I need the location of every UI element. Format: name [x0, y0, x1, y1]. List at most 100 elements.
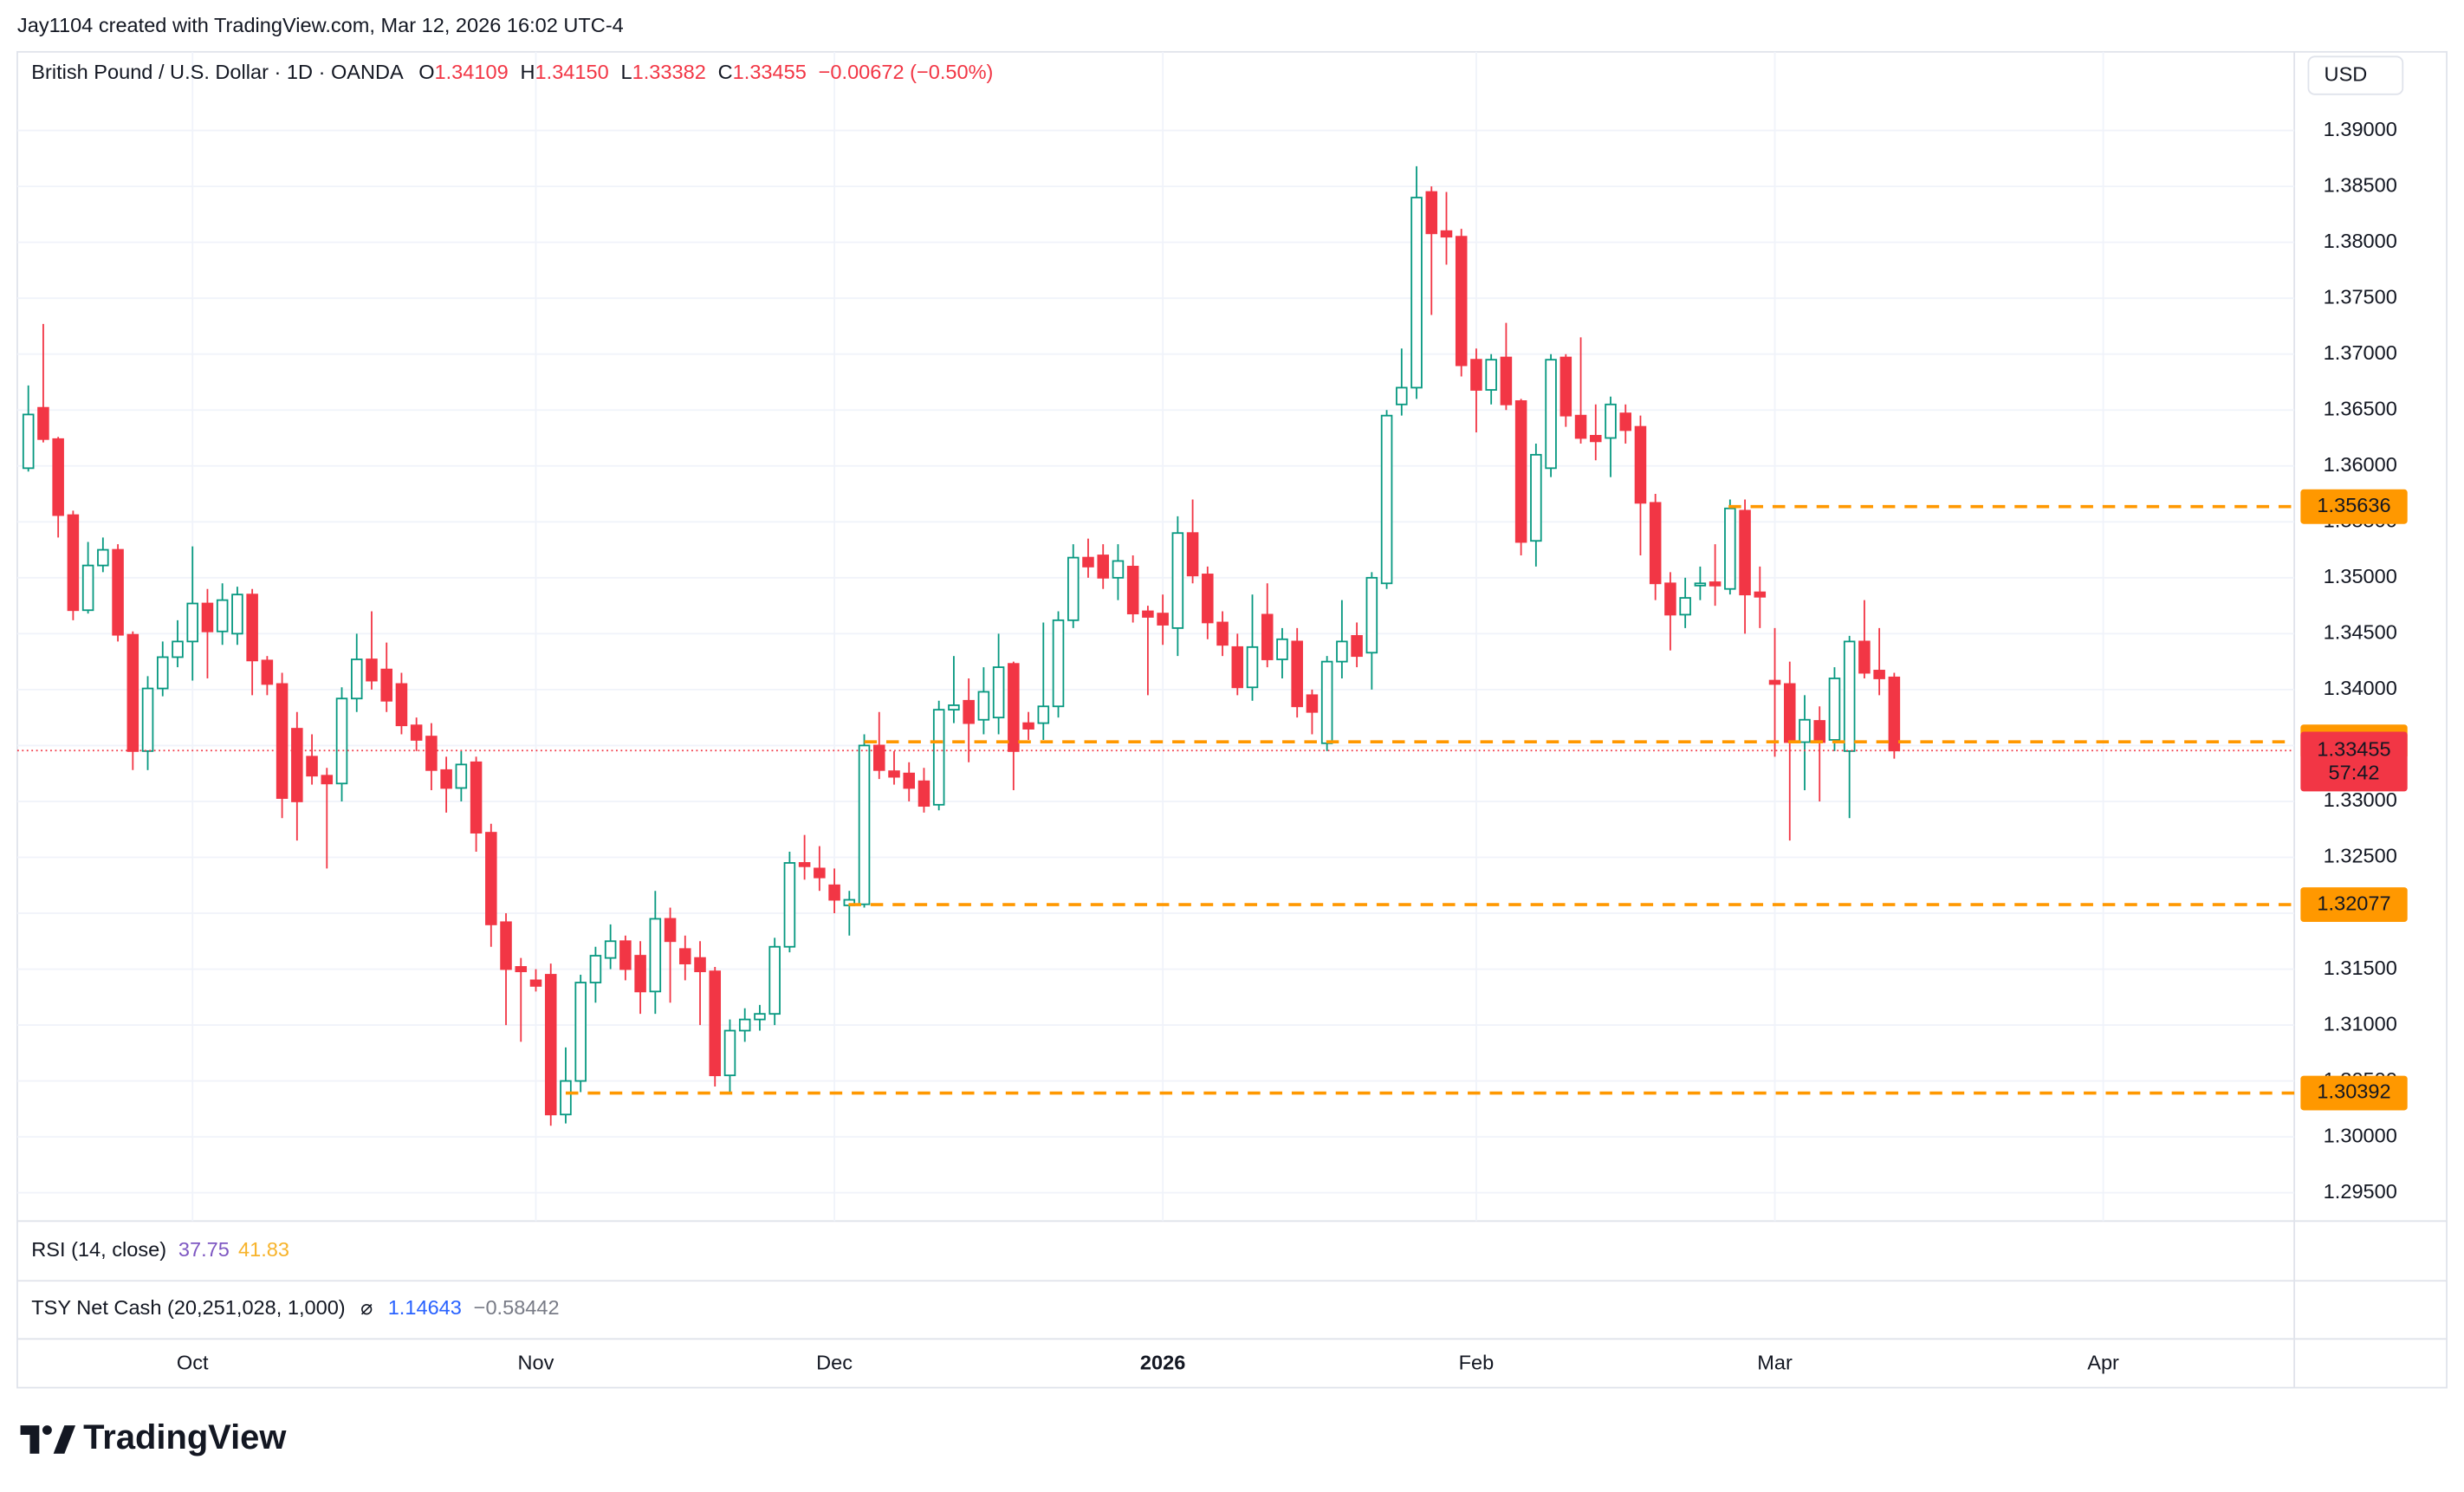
- candle-body: [1320, 660, 1333, 744]
- candle-body: [977, 691, 990, 721]
- last-price-box: [2300, 731, 2408, 792]
- candle-body: [544, 974, 557, 1116]
- indicator-value: 1.14643: [388, 1296, 462, 1319]
- candle-body: [335, 697, 348, 785]
- candle-body: [321, 775, 334, 785]
- candle-body: [216, 599, 229, 632]
- y-tick-label: 1.30000: [2324, 1124, 2397, 1146]
- candle-body: [1694, 582, 1707, 587]
- candle-body: [1425, 191, 1438, 235]
- candle-body: [1634, 425, 1647, 504]
- candle-body: [1500, 356, 1513, 405]
- candle-body: [246, 594, 258, 662]
- y-tick-label: 1.38500: [2324, 173, 2397, 196]
- brand-logo: [20, 1425, 76, 1454]
- candle-body: [1202, 574, 1214, 624]
- level-label-box: [2300, 1075, 2408, 1111]
- indicator-icon[interactable]: ⌀: [360, 1296, 373, 1319]
- logo-shape: [42, 1425, 52, 1435]
- candle-body: [918, 780, 930, 808]
- y-tick-label: 1.32500: [2324, 845, 2397, 867]
- candle-body: [783, 862, 796, 948]
- candle-body: [1813, 720, 1825, 743]
- countdown: 57:42: [2329, 762, 2380, 784]
- y-tick-label: 1.31500: [2324, 957, 2397, 979]
- currency[interactable]: USD: [2325, 62, 2368, 85]
- candle-body: [1142, 610, 1154, 618]
- candle-body: [306, 756, 318, 777]
- candle-body: [738, 1018, 751, 1032]
- candle-body: [1619, 412, 1632, 431]
- candle-body: [1768, 679, 1781, 685]
- open-value: 1.34109: [435, 61, 509, 83]
- candle-body: [1605, 403, 1617, 439]
- logo-shape: [53, 1425, 76, 1454]
- candle-body: [529, 979, 542, 987]
- candle-body: [634, 955, 646, 993]
- candle-body: [22, 413, 35, 470]
- candle-body: [723, 1029, 736, 1077]
- candle-body: [395, 683, 408, 727]
- candle-body: [1186, 532, 1199, 577]
- legend: British Pound / U.S. Dollar · 1D · OANDA…: [31, 61, 993, 83]
- candle-body: [1545, 359, 1557, 470]
- candle-body: [470, 761, 483, 834]
- candle-body: [1888, 676, 1901, 752]
- candle-body: [141, 687, 154, 752]
- open-label: O: [418, 61, 434, 83]
- candle-body: [1485, 359, 1497, 391]
- candle-body: [201, 602, 214, 632]
- candle-body: [888, 770, 900, 778]
- candle-body: [1455, 236, 1468, 367]
- candle-body: [1396, 386, 1408, 405]
- candle-body: [664, 918, 677, 943]
- candle-body: [873, 744, 885, 771]
- candle-body: [589, 955, 602, 983]
- candle-body: [485, 832, 497, 925]
- y-tick-label: 1.31000: [2324, 1012, 2397, 1035]
- candle-body: [1291, 640, 1303, 708]
- y-tick-label: 1.36500: [2324, 397, 2397, 419]
- candle-body: [1679, 597, 1691, 616]
- candle-body: [948, 704, 960, 711]
- y-tick-label: 1.34000: [2324, 677, 2397, 699]
- logo-shape: [20, 1425, 40, 1454]
- candle-body: [291, 728, 303, 802]
- candle-body: [1873, 670, 1885, 679]
- candle-body: [186, 602, 198, 643]
- candle-body: [1052, 619, 1065, 708]
- y-tick-label: 1.38000: [2324, 230, 2397, 252]
- change: −0.00672 (−0.50%): [819, 61, 994, 83]
- candle-body: [1649, 502, 1662, 585]
- y-tick-label: 1.33000: [2324, 788, 2397, 811]
- x-tick-label: Nov: [518, 1352, 554, 1374]
- candle-body: [1157, 613, 1169, 626]
- y-tick-label: 1.37000: [2324, 341, 2397, 364]
- x-tick-label: Dec: [816, 1352, 853, 1374]
- candle-body: [37, 406, 49, 440]
- candle-body: [798, 862, 811, 867]
- candle-body: [560, 1080, 572, 1116]
- candle-body: [992, 666, 1005, 719]
- candle-body: [410, 724, 423, 741]
- level-label: 1.35636: [2317, 494, 2390, 516]
- candle-body: [1843, 640, 1856, 752]
- indicator-value: 37.75: [178, 1238, 230, 1261]
- indicator-name: TSY Net Cash (20,251,028, 1,000): [31, 1296, 345, 1319]
- indicator-value: 41.83: [238, 1238, 289, 1261]
- candle-body: [694, 957, 706, 973]
- candle-body: [1082, 556, 1094, 568]
- candle-body: [1365, 576, 1378, 654]
- candle-body: [963, 699, 975, 724]
- candle-body: [709, 970, 722, 1077]
- candle-body: [52, 438, 64, 516]
- candle-body: [649, 918, 662, 993]
- candle-body: [1724, 507, 1736, 590]
- candle-body: [1754, 591, 1767, 598]
- currency-button[interactable]: [2307, 55, 2404, 95]
- candle-body: [1037, 705, 1050, 724]
- candle-body: [97, 548, 109, 567]
- candle-body: [261, 659, 274, 685]
- candle-body: [814, 867, 826, 879]
